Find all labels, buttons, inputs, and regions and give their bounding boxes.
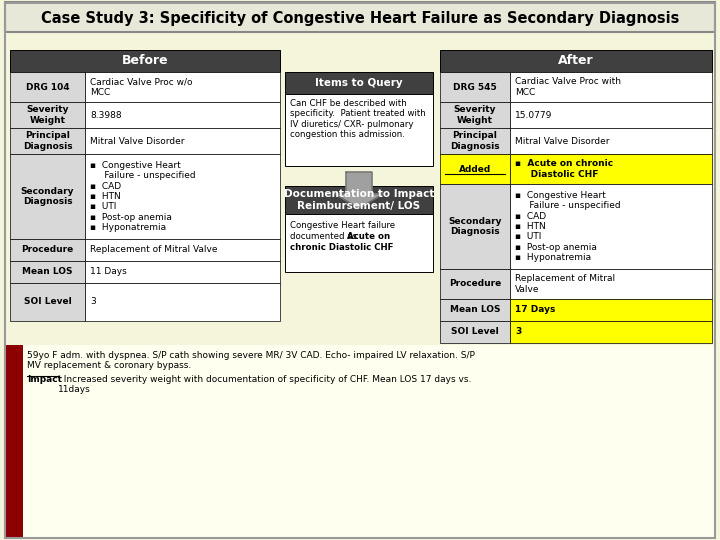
FancyBboxPatch shape [440, 299, 510, 321]
Text: ▪  Acute on chronic
     Diastolic CHF: ▪ Acute on chronic Diastolic CHF [515, 159, 613, 179]
FancyBboxPatch shape [510, 321, 712, 343]
FancyBboxPatch shape [510, 299, 712, 321]
FancyBboxPatch shape [85, 261, 280, 283]
Text: chronic Diastolic CHF: chronic Diastolic CHF [290, 243, 393, 252]
Text: ▪  Congestive Heart
     Failure - unspecified
▪  CAD
▪  HTN
▪  UTI
▪  Post-op a: ▪ Congestive Heart Failure - unspecified… [515, 191, 621, 262]
Text: Mitral Valve Disorder: Mitral Valve Disorder [90, 137, 184, 145]
FancyBboxPatch shape [5, 345, 715, 538]
Text: Procedure: Procedure [22, 246, 73, 254]
Text: DRG 104: DRG 104 [26, 83, 69, 91]
FancyBboxPatch shape [85, 102, 280, 128]
FancyBboxPatch shape [285, 214, 433, 272]
Text: DRG 545: DRG 545 [453, 83, 497, 91]
FancyBboxPatch shape [10, 72, 85, 102]
FancyBboxPatch shape [10, 128, 85, 154]
FancyBboxPatch shape [85, 283, 280, 321]
FancyBboxPatch shape [510, 72, 712, 102]
Text: Case Study 3: Specificity of Congestive Heart Failure as Secondary Diagnosis: Case Study 3: Specificity of Congestive … [41, 10, 679, 25]
Text: 8.3988: 8.3988 [90, 111, 122, 119]
Text: 17 Days: 17 Days [515, 306, 555, 314]
Text: Cardiac Valve Proc w/o
MCC: Cardiac Valve Proc w/o MCC [90, 77, 192, 97]
Text: Impact: Impact [27, 375, 62, 384]
Text: 11 Days: 11 Days [90, 267, 127, 276]
FancyBboxPatch shape [510, 102, 712, 128]
Text: Secondary
Diagnosis: Secondary Diagnosis [449, 217, 502, 236]
Text: Replacement of Mitral
Valve: Replacement of Mitral Valve [515, 274, 615, 294]
FancyBboxPatch shape [510, 128, 712, 154]
Text: Can CHF be described with
specificity.  Patient treated with
IV diuretics/ CXR- : Can CHF be described with specificity. P… [290, 99, 426, 139]
Text: Mitral Valve Disorder: Mitral Valve Disorder [515, 137, 610, 145]
Text: 15.0779: 15.0779 [515, 111, 552, 119]
FancyBboxPatch shape [10, 239, 85, 261]
Text: Secondary
Diagnosis: Secondary Diagnosis [21, 187, 74, 206]
FancyBboxPatch shape [10, 102, 85, 128]
Text: Mean LOS: Mean LOS [22, 267, 73, 276]
FancyBboxPatch shape [10, 154, 85, 239]
Text: Cardiac Valve Proc with
MCC: Cardiac Valve Proc with MCC [515, 77, 621, 97]
FancyBboxPatch shape [285, 186, 433, 214]
FancyBboxPatch shape [440, 154, 510, 184]
Text: Increased severity weight with documentation of specificity of CHF. Mean LOS 17 : Increased severity weight with documenta… [58, 375, 472, 394]
FancyBboxPatch shape [510, 184, 712, 269]
FancyBboxPatch shape [85, 72, 280, 102]
FancyBboxPatch shape [440, 269, 510, 299]
FancyBboxPatch shape [85, 154, 280, 239]
Text: Items to Query: Items to Query [315, 78, 402, 88]
Text: Documentation to Impact
Reimbursement/ LOS: Documentation to Impact Reimbursement/ L… [284, 189, 434, 211]
FancyBboxPatch shape [85, 239, 280, 261]
Text: 3: 3 [515, 327, 521, 336]
Polygon shape [335, 172, 383, 208]
Text: documented as: documented as [290, 232, 360, 241]
FancyBboxPatch shape [440, 72, 510, 102]
Text: Mean LOS: Mean LOS [450, 306, 500, 314]
Text: Severity
Weight: Severity Weight [454, 105, 496, 125]
Text: Acute on: Acute on [347, 232, 390, 241]
FancyBboxPatch shape [510, 154, 712, 184]
Text: Congestive Heart failure: Congestive Heart failure [290, 221, 395, 230]
FancyBboxPatch shape [440, 184, 510, 269]
FancyBboxPatch shape [510, 269, 712, 299]
Text: Replacement of Mitral Valve: Replacement of Mitral Valve [90, 246, 217, 254]
FancyBboxPatch shape [440, 102, 510, 128]
Text: After: After [558, 55, 594, 68]
Text: 3: 3 [90, 298, 96, 307]
FancyBboxPatch shape [440, 128, 510, 154]
FancyBboxPatch shape [285, 72, 433, 94]
FancyBboxPatch shape [5, 345, 23, 538]
Text: SOI Level: SOI Level [451, 327, 499, 336]
Text: Added: Added [459, 165, 491, 173]
FancyBboxPatch shape [10, 50, 280, 72]
FancyBboxPatch shape [285, 94, 433, 166]
Text: SOI Level: SOI Level [24, 298, 71, 307]
FancyBboxPatch shape [10, 261, 85, 283]
FancyBboxPatch shape [440, 50, 712, 72]
Text: Procedure: Procedure [449, 280, 501, 288]
FancyBboxPatch shape [10, 283, 85, 321]
FancyBboxPatch shape [5, 2, 715, 32]
Text: Principal
Diagnosis: Principal Diagnosis [450, 131, 500, 151]
Text: Before: Before [122, 55, 168, 68]
Text: 59yo F adm. with dyspnea. S/P cath showing severe MR/ 3V CAD. Echo- impaired LV : 59yo F adm. with dyspnea. S/P cath showi… [27, 351, 475, 370]
FancyBboxPatch shape [85, 128, 280, 154]
Text: ▪  Congestive Heart
     Failure - unspecified
▪  CAD
▪  HTN
▪  UTI
▪  Post-op a: ▪ Congestive Heart Failure - unspecified… [90, 161, 196, 232]
Text: Severity
Weight: Severity Weight [26, 105, 68, 125]
FancyBboxPatch shape [440, 321, 510, 343]
Text: Principal
Diagnosis: Principal Diagnosis [23, 131, 72, 151]
